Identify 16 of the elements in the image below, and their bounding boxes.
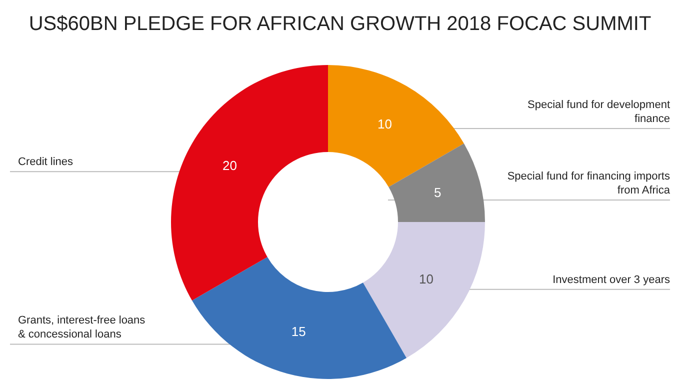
slice-label: Credit lines — [18, 156, 74, 168]
data-label: 20 — [222, 158, 237, 173]
donut-slice — [363, 222, 485, 358]
slice-label: Special fund for development finance — [528, 99, 670, 126]
data-label: 5 — [434, 185, 442, 200]
slice-label: Investment over 3 years — [552, 274, 670, 286]
data-label: 10 — [378, 116, 392, 132]
data-label: 10 — [419, 271, 434, 286]
chart-title: US$60BN PLEDGE FOR AFRICAN GROWTH 2018 FOCAC SUMMIT — [28, 13, 652, 35]
donut-slice — [171, 65, 328, 300]
slice-label: Special fund for financing imports from Africa — [507, 170, 671, 197]
donut-slice — [388, 144, 485, 222]
slice-label: Grants, interest-free loans & concessional loans — [18, 314, 146, 341]
data-label: 15 — [291, 324, 306, 340]
donut-slice — [192, 257, 406, 379]
donut-slice — [328, 65, 464, 187]
